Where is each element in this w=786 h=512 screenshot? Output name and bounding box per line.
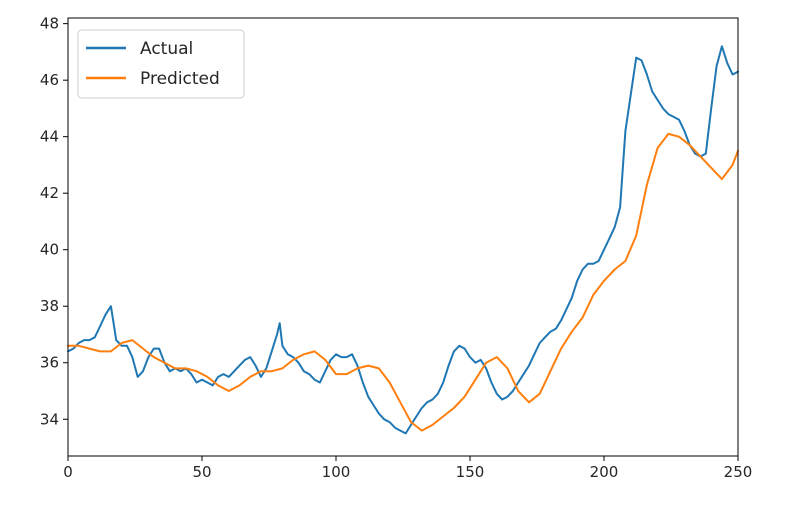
y-tick-label: 38 (40, 297, 59, 315)
x-tick-label: 0 (63, 463, 73, 481)
legend-label-actual: Actual (140, 39, 193, 59)
legend-label-predicted: Predicted (140, 69, 220, 89)
y-tick-label: 36 (40, 354, 59, 372)
y-tick-label: 44 (40, 128, 59, 146)
y-tick-label: 42 (40, 184, 59, 202)
series-lines (67, 45, 739, 435)
plot-frame (67, 17, 739, 457)
axes: 0 50 100 150 200 250 34 36 38 40 42 44 46 48 (40, 15, 752, 481)
x-tick-label: 50 (192, 463, 211, 481)
series-line-predicted (67, 132, 739, 432)
y-tick-label: 40 (40, 241, 59, 259)
x-tick-label: 200 (590, 463, 619, 481)
legend: Actual Predicted (77, 29, 245, 99)
x-tick-label: 150 (456, 463, 485, 481)
x-tick-label: 100 (322, 463, 351, 481)
y-tick-label: 48 (40, 15, 59, 33)
y-tick-label: 34 (40, 410, 59, 428)
x-tick-label: 250 (724, 463, 753, 481)
y-tick-label: 46 (40, 71, 59, 89)
